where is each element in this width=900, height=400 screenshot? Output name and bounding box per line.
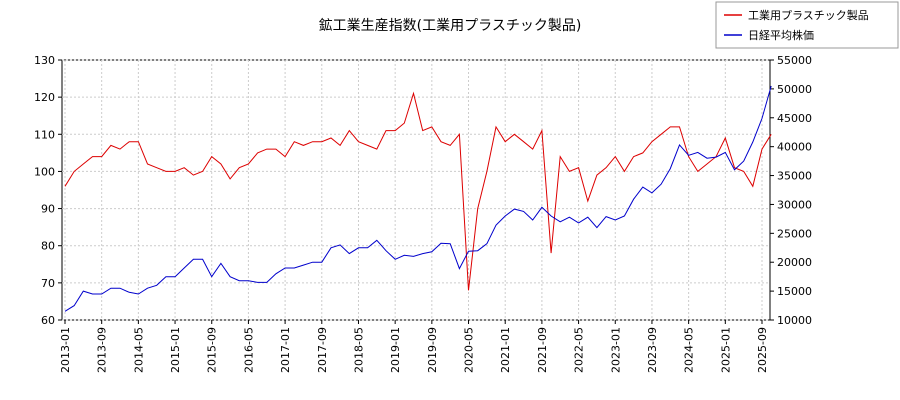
x-tick-label: 2013-01 <box>59 327 72 373</box>
y2-tick-label: 15000 <box>777 285 812 298</box>
y2-tick-label: 30000 <box>777 198 812 211</box>
x-tick-label: 2014-05 <box>132 327 145 373</box>
chart-title: 鉱工業生産指数(工業用プラスチック製品) <box>319 17 582 34</box>
legend-label: 工業用プラスチック製品 <box>748 8 869 22</box>
y2-tick-label: 55000 <box>777 54 812 67</box>
x-tick-label: 2017-01 <box>279 327 292 373</box>
y2-tick-label: 50000 <box>777 83 812 96</box>
y-tick-label: 120 <box>34 91 55 104</box>
series-line <box>64 91 772 291</box>
x-tick-label: 2023-09 <box>646 327 659 373</box>
x-tick-label: 2015-09 <box>206 327 219 373</box>
x-tick-label: 2023-01 <box>609 327 622 373</box>
y-tick-label: 130 <box>34 54 55 67</box>
x-tick-label: 2021-01 <box>499 327 512 373</box>
x-tick-label: 2019-01 <box>389 327 402 373</box>
x-tick-label: 2016-05 <box>242 327 255 373</box>
y-tick-label: 70 <box>41 277 55 290</box>
x-tick-label: 2020-05 <box>463 327 476 373</box>
x-tick-label: 2013-09 <box>96 327 109 373</box>
series-line <box>64 85 772 312</box>
y2-tick-label: 45000 <box>777 112 812 125</box>
plot-frame <box>61 59 771 321</box>
legend-box <box>715 1 899 49</box>
x-tick-label: 2018-05 <box>352 327 365 373</box>
x-tick-label: 2019-09 <box>426 327 439 373</box>
y2-tick-label: 25000 <box>777 227 812 240</box>
x-tick-label: 2021-09 <box>536 327 549 373</box>
y-tick-label: 80 <box>41 240 55 253</box>
x-tick-label: 2017-09 <box>316 327 329 373</box>
y-tick-label: 90 <box>41 203 55 216</box>
x-tick-label: 2024-05 <box>683 327 696 373</box>
y-tick-label: 60 <box>41 314 55 327</box>
x-tick-label: 2025-01 <box>719 327 732 373</box>
x-tick-label: 2025-09 <box>756 327 769 373</box>
y-tick-label: 110 <box>34 128 55 141</box>
x-tick-label: 2015-01 <box>169 327 182 373</box>
y2-tick-label: 10000 <box>777 314 812 327</box>
y2-tick-label: 20000 <box>777 256 812 269</box>
y2-tick-label: 35000 <box>777 170 812 183</box>
x-tick-label: 2022-05 <box>573 327 586 373</box>
legend-label: 日経平均株価 <box>748 28 814 42</box>
y2-tick-label: 40000 <box>777 141 812 154</box>
y-tick-label: 100 <box>34 165 55 178</box>
